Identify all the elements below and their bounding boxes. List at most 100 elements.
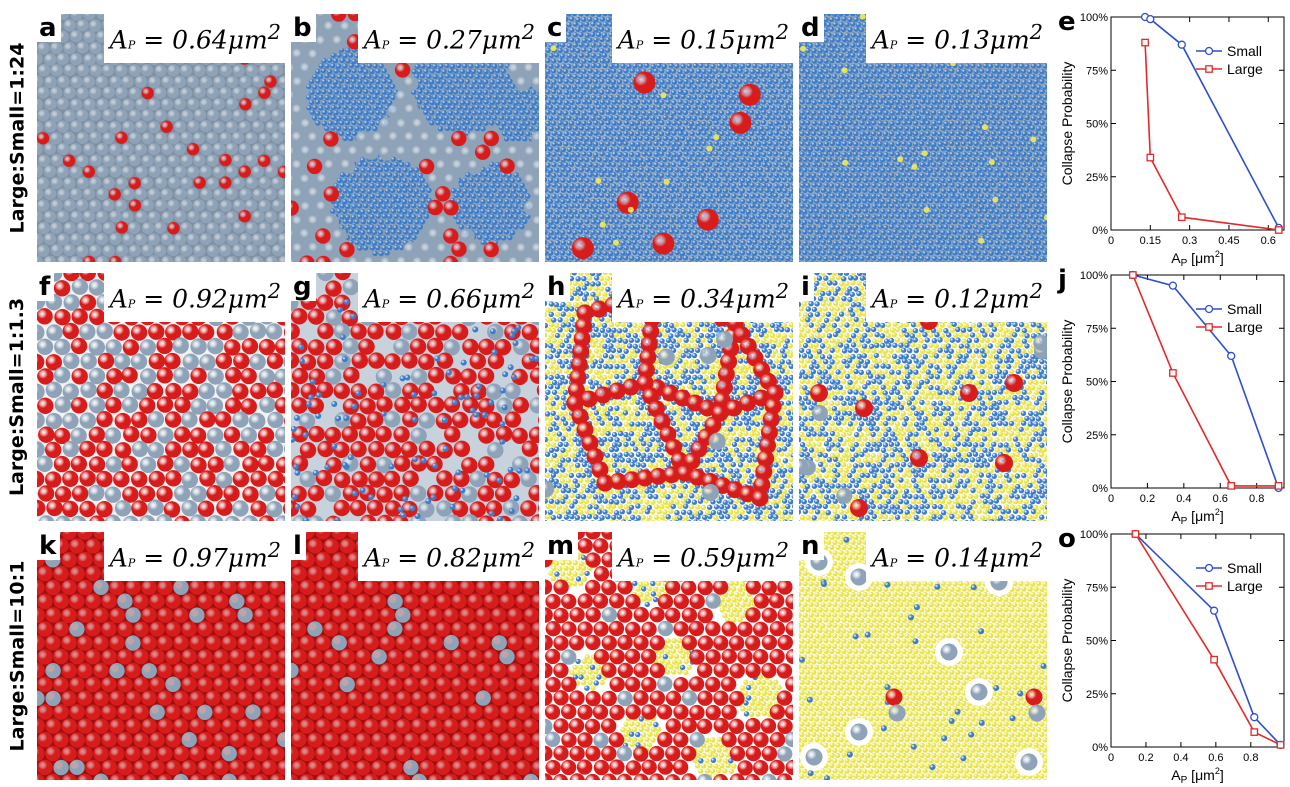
panel-letter: c xyxy=(545,14,567,42)
panel-letter: i xyxy=(799,273,814,301)
data-point-large xyxy=(1141,38,1149,47)
data-point-large xyxy=(1250,728,1259,736)
data-point-small xyxy=(1250,713,1259,722)
x-axis-label: AP [μm2] xyxy=(1171,249,1223,269)
area-value: 0.97μm xyxy=(172,543,268,573)
panel-i: i AP = 0.12μm2 xyxy=(799,273,1047,521)
x-axis-label: AP [μm2] xyxy=(1171,507,1223,527)
area-value: 0.27μm xyxy=(426,25,522,55)
panel-h: h AP = 0.34μm2 xyxy=(545,273,793,521)
area-value: 0.15μm xyxy=(680,25,776,55)
area-power: 2 xyxy=(775,279,789,303)
area-power: 2 xyxy=(1029,279,1043,303)
area-label: AP = 0.34μm2 xyxy=(611,273,793,323)
data-point-small xyxy=(1209,606,1219,615)
data-point-large xyxy=(1227,482,1236,490)
series-line-small xyxy=(1132,274,1280,489)
y-tick-label: 50% xyxy=(1086,119,1108,131)
x-tick-label: 0 xyxy=(1108,493,1114,505)
panel-g: g AP = 0.66μm2 xyxy=(291,273,539,521)
line-chart: 0% 25% 50% 75% 100% 0 0.2 0.4 0.6 0.8 Collapse Pro… xyxy=(1059,270,1285,527)
y-tick-label: 100% xyxy=(1080,12,1108,24)
area-label: AP = 0.66μm2 xyxy=(357,273,539,323)
legend-label: Large xyxy=(1227,319,1263,335)
row-label-3: Large:Small=10:1 xyxy=(0,532,34,780)
area-label: AP = 0.12μm2 xyxy=(865,273,1047,323)
data-point-small xyxy=(1146,14,1155,24)
x-tick-label: 0.45 xyxy=(1218,235,1239,247)
data-point-large xyxy=(1177,213,1186,222)
area-label: AP = 0.82μm2 xyxy=(357,532,539,582)
y-tick-label: 100% xyxy=(1080,529,1108,541)
area-value: 0.82μm xyxy=(426,543,522,573)
y-tick-label: 25% xyxy=(1086,689,1108,701)
panel-letter: g xyxy=(291,273,316,301)
area-power: 2 xyxy=(521,538,535,562)
area-label: AP = 0.97μm2 xyxy=(103,532,285,582)
chart-o: 0% 25% 50% 75% 100% 0 0.2 0.4 0.6 0.8 Collapse Pro… xyxy=(1056,525,1290,787)
legend-marker xyxy=(1204,46,1214,56)
particles xyxy=(545,273,793,521)
area-power: 2 xyxy=(1029,20,1043,44)
y-tick-label: 0% xyxy=(1092,483,1108,495)
legend-label: Large xyxy=(1227,61,1263,77)
y-axis-label: Collapse Probability xyxy=(1059,579,1075,703)
x-tick-label: 0.6 xyxy=(1261,235,1276,247)
legend-marker xyxy=(1204,304,1214,314)
x-tick-label: 0.6 xyxy=(1213,493,1228,505)
line-chart: 0% 25% 50% 75% 100% 0 0.2 0.4 0.6 0.8 Collapse Pro… xyxy=(1059,529,1285,786)
y-tick-label: 100% xyxy=(1080,270,1108,282)
y-tick-label: 0% xyxy=(1092,225,1108,237)
y-tick-label: 50% xyxy=(1086,377,1108,389)
area-power: 2 xyxy=(521,20,535,44)
y-tick-label: 75% xyxy=(1086,582,1108,594)
chart-letter: j xyxy=(1058,265,1067,295)
chart-e: 0% 25% 50% 75% 100% 0 0.15 0.3 0.45 0.6 Collapse P… xyxy=(1056,8,1290,270)
panel-l: l AP = 0.82μm2 xyxy=(291,532,539,780)
panel-letter: l xyxy=(291,532,306,560)
area-value: 0.12μm xyxy=(934,284,1030,314)
y-tick-label: 25% xyxy=(1086,430,1108,442)
area-power: 2 xyxy=(775,538,789,562)
panel-letter: h xyxy=(545,273,570,301)
legend-label: Small xyxy=(1227,560,1262,576)
area-value: 0.64μm xyxy=(172,25,268,55)
area-label: AP = 0.59μm2 xyxy=(611,532,793,582)
chart-j: 0% 25% 50% 75% 100% 0 0.2 0.4 0.6 0.8 Collapse Pro… xyxy=(1056,266,1290,528)
x-tick-label: 0.8 xyxy=(1249,493,1264,505)
particles xyxy=(291,273,539,521)
area-power: 2 xyxy=(521,279,535,303)
x-tick-label: 0.4 xyxy=(1176,493,1191,505)
area-power: 2 xyxy=(267,538,281,562)
y-tick-label: 75% xyxy=(1086,323,1108,335)
chart-letter: e xyxy=(1058,7,1076,37)
data-point-large xyxy=(1129,271,1137,279)
line-chart: 0% 25% 50% 75% 100% 0 0.15 0.3 0.45 0.6 Collapse P… xyxy=(1059,12,1285,269)
x-tick-label: 0 xyxy=(1108,235,1114,247)
data-point-small xyxy=(1227,351,1236,361)
row-label-text: Large:Small=1:24 xyxy=(6,42,29,234)
x-tick-label: 0 xyxy=(1108,752,1114,764)
panel-letter: d xyxy=(799,14,824,42)
particles xyxy=(291,14,539,262)
panel-a: a AP = 0.64μm2 xyxy=(37,14,285,262)
x-tick-label: 0.8 xyxy=(1243,752,1258,764)
legend-marker xyxy=(1205,582,1213,590)
legend-marker xyxy=(1205,323,1213,331)
row-label-text: Large:Small=10:1 xyxy=(6,560,29,752)
panel-b: b AP = 0.27μm2 xyxy=(291,14,539,262)
x-tick-label: 0.6 xyxy=(1208,752,1223,764)
x-tick-label: 0.15 xyxy=(1140,235,1161,247)
legend-marker xyxy=(1205,65,1213,73)
panel-d: d AP = 0.13μm2 xyxy=(799,14,1047,262)
panel-letter: f xyxy=(37,273,55,301)
legend-label: Large xyxy=(1227,578,1263,594)
panel-m: m AP = 0.59μm2 xyxy=(545,532,793,780)
legend-label: Small xyxy=(1227,301,1262,317)
data-point-large xyxy=(1146,153,1155,162)
area-value: 0.92μm xyxy=(172,284,268,314)
data-point-large xyxy=(1169,369,1177,377)
area-value: 0.14μm xyxy=(934,543,1030,573)
row-label-text: Large:Small=1:1.3 xyxy=(6,297,29,497)
area-value: 0.34μm xyxy=(680,284,776,314)
